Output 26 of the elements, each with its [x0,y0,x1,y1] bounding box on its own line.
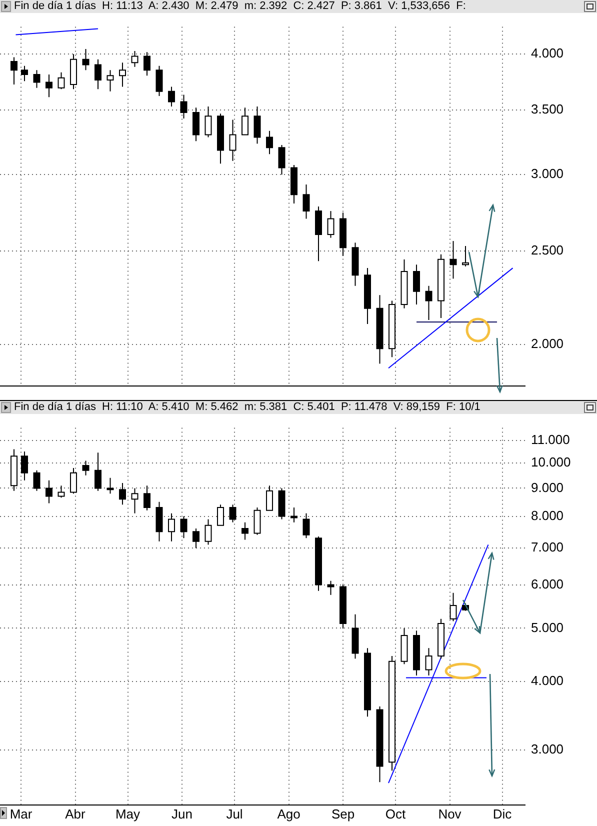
x-tick-label: May [115,806,141,822]
y-tick-label: 6.000 [531,576,564,592]
y-tick-label: 10.000 [531,454,571,470]
y-tick-label: 3.000 [531,741,564,756]
y-tick-label: 11.000 [531,432,570,448]
x-tick-label: Oct [385,806,406,822]
x-tick-label: Sep [331,806,355,822]
x-tick-label: Mar [10,806,33,822]
x-tick-label: Jul [226,806,243,822]
x-tick-label: Dic [492,806,512,822]
chart-title: Fin de día 1 días H: 11:10 A: 5.410 M: 5.462 m: 5.381 C: 5.401 P: 11.478 V: 89,159 F: 10/1 [14,401,480,414]
x-tick-label: Abr [65,806,86,822]
x-tick-label: Ago [277,806,300,822]
y-tick-label: 2.500 [531,242,564,258]
y-tick-label: 3.000 [531,166,564,182]
chart-title: Fin de día 1 días H: 11:13 A: 2.430 M: 2.479 m: 2.392 C: 2.427 P: 3.861 V: 1,533,656 F: [14,0,466,13]
y-tick-label: 4.000 [531,672,564,688]
y-tick-label: 4.000 [531,46,564,61]
y-tick-label: 5.000 [531,620,564,635]
y-tick-label: 3.500 [531,102,564,117]
x-tick-label: Jun [172,806,192,822]
x-tick-label: Nov [438,806,462,822]
y-tick-label: 9.000 [531,480,564,495]
y-tick-label: 8.000 [531,508,564,523]
y-tick-label: 7.000 [531,540,564,555]
y-tick-label: 2.000 [531,336,564,351]
